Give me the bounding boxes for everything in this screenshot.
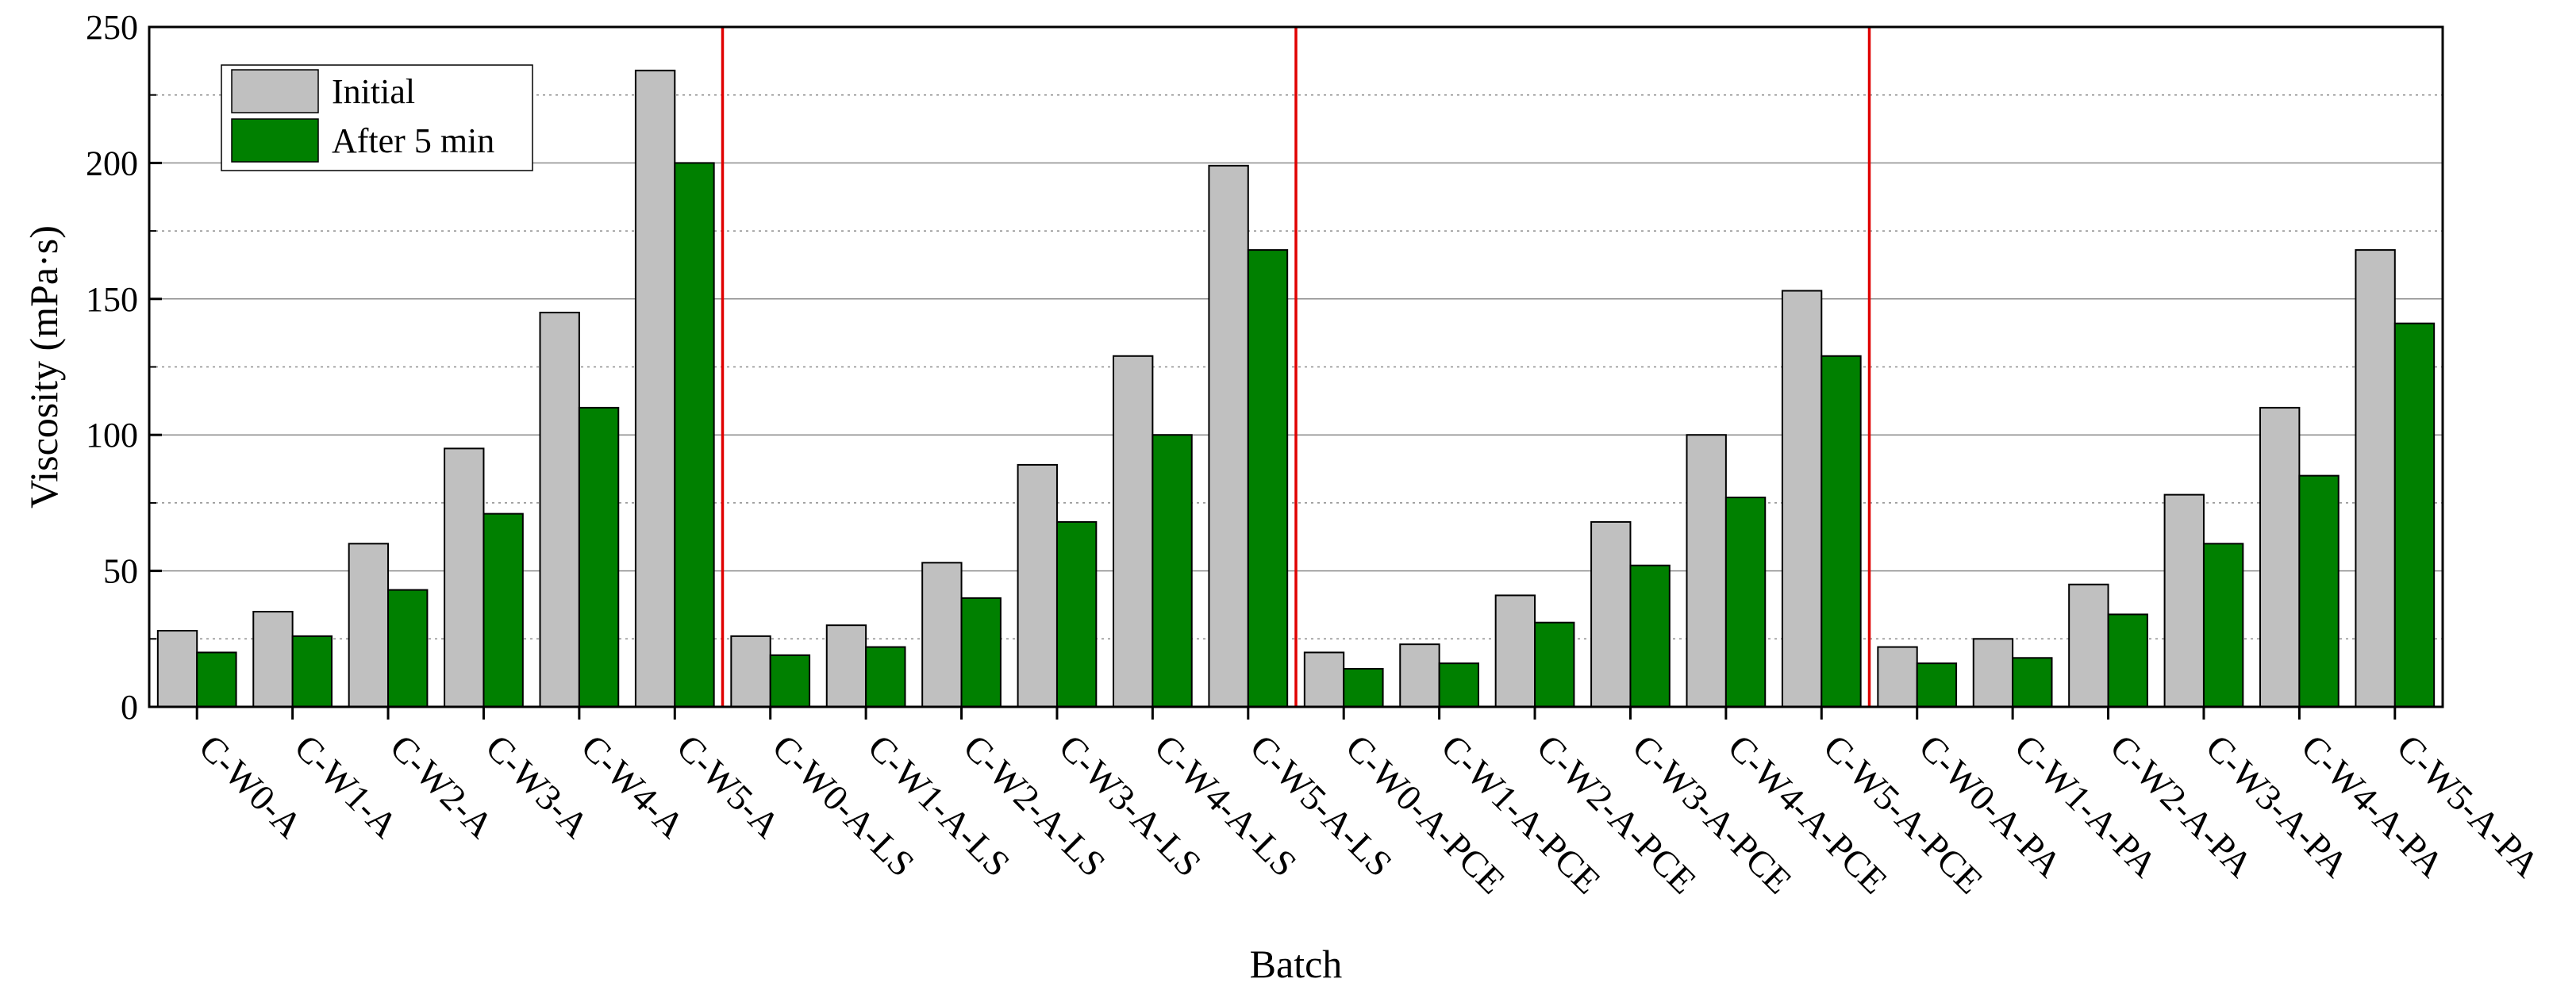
bar-after-5-min	[1055, 520, 1098, 708]
x-tick-label: C-W1-A	[287, 727, 406, 846]
bar-initial	[252, 611, 294, 708]
bar-initial	[2355, 249, 2396, 708]
x-tick-label: C-W4-A	[574, 727, 693, 846]
bar-after-5-min	[2107, 613, 2148, 708]
bar-initial	[1399, 643, 1440, 708]
bar-after-5-min	[1247, 249, 1289, 708]
bar-initial	[1781, 290, 1823, 708]
bar-after-5-min	[2298, 474, 2340, 708]
y-tick-label: 200	[86, 144, 138, 182]
bar-initial	[444, 447, 485, 708]
bar-after-5-min	[483, 512, 524, 708]
bar-initial	[1017, 463, 1058, 708]
bar-after-5-min	[2012, 657, 2053, 708]
bar-after-5-min	[1916, 662, 1958, 708]
bar-after-5-min	[674, 162, 715, 708]
x-tick-label: C-W5-A	[669, 727, 788, 846]
bar-initial	[2163, 493, 2205, 708]
group-separators	[721, 27, 1871, 707]
bar-after-5-min	[387, 589, 429, 708]
bar-after-5-min	[578, 406, 620, 708]
bar-initial	[1494, 594, 1536, 708]
legend-swatch-after-5-min	[231, 118, 319, 163]
bar-initial	[2068, 583, 2109, 708]
y-tick-label: 150	[86, 280, 138, 319]
y-tick-label: 0	[121, 688, 138, 727]
bar-initial	[1972, 638, 2014, 708]
legend-swatch-initial	[231, 69, 319, 113]
bar-initial	[2259, 406, 2301, 708]
legend: Initial After 5 min	[221, 64, 533, 171]
x-tick-label: C-W0-A	[191, 727, 310, 846]
bar-initial	[1113, 355, 1154, 708]
x-tick-label: C-W3-A	[478, 727, 597, 846]
x-tick-label: C-W2-A	[383, 727, 502, 846]
legend-label-initial: Initial	[332, 72, 415, 111]
bar-after-5-min	[1629, 564, 1671, 708]
bar-initial	[634, 69, 676, 708]
bar-after-5-min	[865, 646, 906, 708]
bar-initial	[156, 630, 198, 708]
y-tick-label: 100	[86, 416, 138, 455]
bar-initial	[1208, 164, 1249, 708]
bar-after-5-min	[960, 597, 1002, 708]
bar-initial	[921, 562, 963, 708]
bar-after-5-min	[1534, 621, 1575, 708]
bar-after-5-min	[1724, 497, 1767, 708]
legend-label-after-5-min: After 5 min	[332, 121, 494, 160]
y-tick-label: 50	[103, 552, 138, 591]
bar-after-5-min	[1343, 668, 1384, 708]
bar-after-5-min	[1438, 662, 1479, 708]
bar-after-5-min	[196, 651, 237, 708]
bar-initial	[1590, 520, 1632, 708]
bar-initial	[1303, 651, 1345, 708]
bar-initial	[730, 635, 771, 708]
bar-after-5-min	[1152, 434, 1193, 708]
bar-after-5-min	[1821, 355, 1862, 708]
bar-initial	[1877, 646, 1918, 708]
bar-initial	[1686, 434, 1727, 708]
y-tick-label: 250	[86, 8, 138, 47]
bars	[156, 69, 2436, 708]
y-axis-title: Viscosity (mPa·s)	[21, 225, 66, 509]
bar-after-5-min	[291, 635, 333, 708]
bar-initial	[348, 543, 390, 708]
bar-initial	[825, 624, 867, 708]
bar-after-5-min	[769, 654, 811, 708]
bar-initial	[539, 311, 580, 708]
x-axis-title: Batch	[1250, 942, 1343, 986]
y-axis: 0 50 100 150 200 250	[86, 8, 162, 727]
x-axis: C-W0-AC-W1-AC-W2-AC-W3-AC-W4-AC-W5-AC-W0…	[191, 707, 2547, 901]
bar-after-5-min	[2202, 543, 2244, 708]
bar-after-5-min	[2393, 322, 2436, 708]
